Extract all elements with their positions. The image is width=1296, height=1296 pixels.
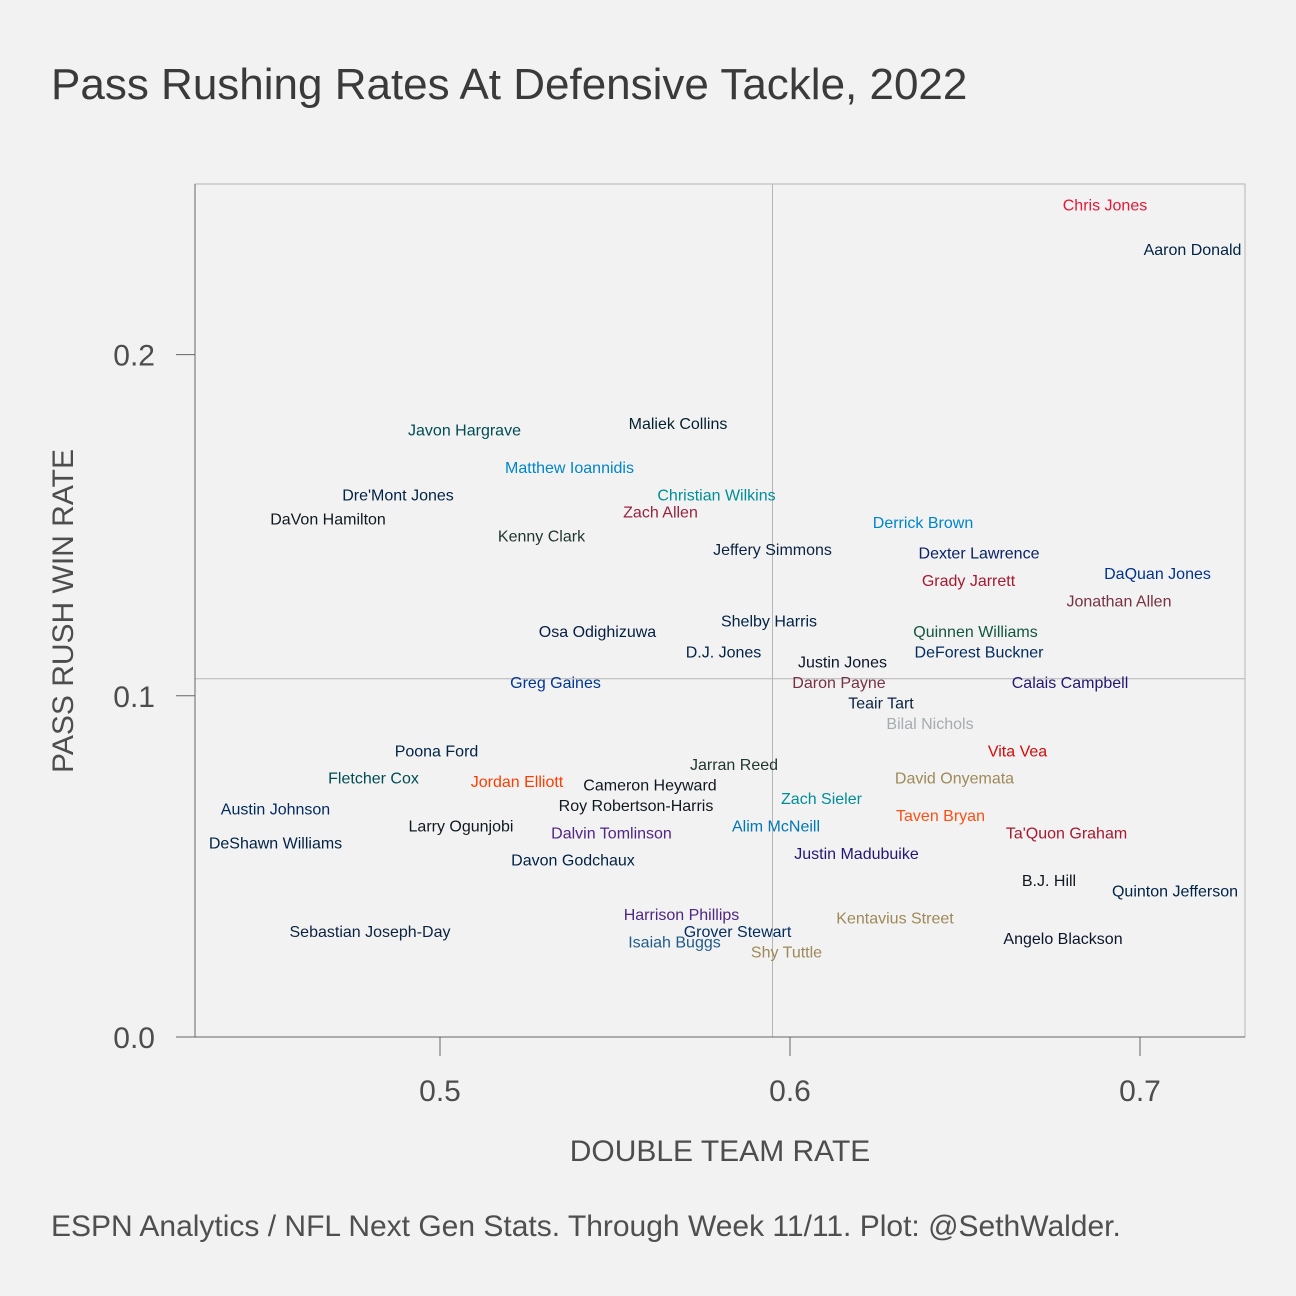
player-label: Fletcher Cox — [328, 771, 419, 788]
player-label: Teair Tart — [848, 696, 914, 713]
player-label: Harrison Phillips — [624, 907, 740, 924]
y-tick-label: 0.1 — [113, 681, 155, 714]
player-label: Jordan Elliott — [471, 774, 564, 791]
player-label: Ta'Quon Graham — [1006, 825, 1127, 842]
player-label: Maliek Collins — [629, 416, 728, 433]
x-tick-label: 0.5 — [419, 1075, 461, 1108]
player-label: DeShawn Williams — [209, 836, 342, 853]
player-label: Christian Wilkins — [657, 487, 775, 504]
player-label: Kentavius Street — [836, 911, 954, 928]
player-label: Zach Allen — [623, 505, 698, 522]
chart-caption: ESPN Analytics / NFL Next Gen Stats. Thr… — [51, 1210, 1121, 1243]
player-label: Shelby Harris — [721, 614, 817, 631]
player-label: Chris Jones — [1063, 197, 1147, 214]
x-tick-label: 0.6 — [769, 1075, 811, 1108]
player-label: Shy Tuttle — [751, 945, 822, 962]
x-axis-ticks: 0.5 0.6 0.7 — [419, 1037, 1161, 1108]
player-label: Justin Madubuike — [794, 846, 919, 863]
player-label: Vita Vea — [988, 743, 1047, 760]
y-tick-label: 0.2 — [113, 340, 155, 373]
x-tick-label: 0.7 — [1119, 1075, 1161, 1108]
player-label: Cameron Heyward — [583, 778, 716, 795]
player-label: Javon Hargrave — [408, 423, 521, 440]
player-label: DaQuan Jones — [1104, 566, 1211, 583]
player-label: D.J. Jones — [686, 644, 762, 661]
player-label: Zach Sieler — [781, 791, 863, 808]
y-tick-label: 0.0 — [113, 1022, 155, 1055]
player-label: Greg Gaines — [510, 675, 601, 692]
player-label: Grover Stewart — [684, 924, 792, 941]
player-label: Austin Johnson — [221, 801, 330, 818]
player-label: Jarran Reed — [690, 757, 778, 774]
player-label: DaVon Hamilton — [270, 511, 386, 528]
player-label: DeForest Buckner — [915, 644, 1045, 661]
x-axis-title: DOUBLE TEAM RATE — [570, 1135, 871, 1168]
player-label: Dalvin Tomlinson — [551, 825, 672, 842]
y-axis-title: PASS RUSH WIN RATE — [47, 449, 80, 773]
player-label: Matthew Ioannidis — [505, 460, 634, 477]
player-label: Dre'Mont Jones — [342, 487, 454, 504]
player-label: Derrick Brown — [873, 515, 973, 532]
chart-title: Pass Rushing Rates At Defensive Tackle, … — [51, 60, 968, 109]
player-label: B.J. Hill — [1022, 873, 1076, 890]
player-label: Roy Robertson-Harris — [559, 798, 714, 815]
player-labels: Chris Jones Aaron Donald Javon Hargrave Mal… — [209, 197, 1242, 961]
player-label: Bilal Nichols — [886, 716, 973, 733]
player-label: David Onyemata — [895, 771, 1014, 788]
player-label: Poona Ford — [395, 743, 479, 760]
player-label: Taven Bryan — [896, 808, 985, 825]
player-label: Osa Odighizuwa — [539, 624, 656, 641]
player-label: Davon Godchaux — [511, 853, 635, 870]
player-label: Justin Jones — [798, 655, 887, 672]
player-label: Kenny Clark — [498, 528, 586, 545]
player-label: Jeffery Simmons — [713, 542, 832, 559]
player-label: Larry Ogunjobi — [409, 818, 514, 835]
player-label: Alim McNeill — [732, 818, 820, 835]
player-label: Grady Jarrett — [922, 573, 1016, 590]
player-label: Sebastian Joseph-Day — [290, 924, 451, 941]
player-label: Dexter Lawrence — [919, 545, 1040, 562]
player-label: Angelo Blackson — [1003, 931, 1122, 948]
player-label: Aaron Donald — [1144, 242, 1242, 259]
player-label: Quinnen Williams — [913, 624, 1037, 641]
player-label: Isaiah Buggs — [628, 934, 721, 951]
player-label: Calais Campbell — [1012, 675, 1129, 692]
player-label: Quinton Jefferson — [1112, 883, 1238, 900]
player-label: Daron Payne — [792, 675, 885, 692]
player-label: Jonathan Allen — [1067, 593, 1172, 610]
y-axis-ticks: 0.0 0.1 0.2 — [113, 340, 195, 1055]
